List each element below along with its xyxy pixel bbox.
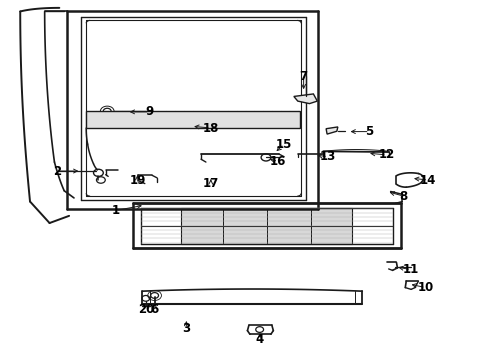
Text: 13: 13 — [320, 150, 336, 163]
Text: 4: 4 — [255, 333, 264, 346]
Text: 2: 2 — [53, 165, 61, 177]
Polygon shape — [326, 127, 338, 134]
Text: 1: 1 — [111, 204, 120, 217]
Text: 18: 18 — [202, 122, 219, 135]
Text: 17: 17 — [203, 177, 219, 190]
FancyBboxPatch shape — [181, 208, 351, 244]
Text: 15: 15 — [276, 138, 292, 150]
Text: 14: 14 — [420, 174, 437, 186]
Text: 3: 3 — [182, 322, 191, 335]
Text: 11: 11 — [403, 263, 419, 276]
Text: 16: 16 — [270, 155, 287, 168]
Text: 10: 10 — [417, 281, 434, 294]
Text: 5: 5 — [366, 125, 374, 138]
Text: 20: 20 — [138, 303, 154, 316]
FancyBboxPatch shape — [86, 111, 300, 128]
Text: 9: 9 — [146, 105, 154, 118]
Polygon shape — [294, 94, 318, 104]
Text: 12: 12 — [379, 148, 395, 161]
Text: 8: 8 — [400, 190, 408, 203]
Text: 7: 7 — [299, 69, 308, 82]
Text: 6: 6 — [150, 303, 159, 316]
Text: 19: 19 — [129, 174, 146, 186]
